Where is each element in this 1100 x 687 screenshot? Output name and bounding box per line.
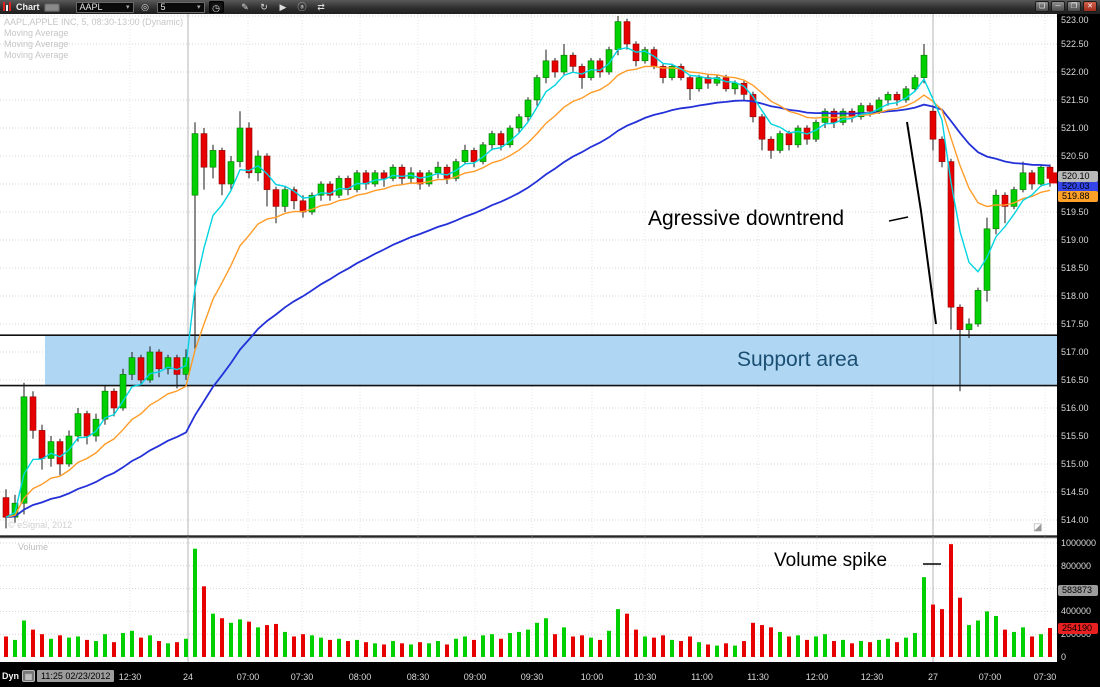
price-axis-label: 518.00 — [1061, 291, 1089, 301]
price-axis-label: 516.50 — [1061, 375, 1089, 385]
price-axis-label: 519.00 — [1061, 235, 1089, 245]
time-axis[interactable]: Dyn ▦ 11:25 02/23/2012 12:30 24 07:00 07:30… — [0, 662, 1057, 687]
volume-axis-label: 0 — [1061, 652, 1067, 662]
symbol-lookup-icon[interactable]: ◎ — [141, 2, 149, 12]
price-badge: 519.88 — [1058, 191, 1098, 202]
price-axis-label: 514.00 — [1061, 515, 1089, 525]
maximize-button[interactable]: ❐ — [1067, 1, 1081, 12]
time-axis-tick: 08:00 — [348, 672, 372, 682]
restore-button[interactable]: ❏ — [1035, 1, 1049, 12]
chevron-down-icon[interactable]: ▾ — [126, 4, 130, 11]
volume-badge: 583873 — [1058, 585, 1098, 597]
price-axis-label: 517.50 — [1061, 319, 1089, 329]
title-bar: Chart AAPL ▾ ◎ 5 ▾ ◷ ✎ ↻ ▶ ⓐ ⇄ ❏ ─ ❐ ✕ — [0, 0, 1100, 14]
volume-axis-label: 400000 — [1061, 606, 1092, 617]
interval-value: 5 — [160, 2, 166, 12]
app-icon — [2, 2, 12, 12]
volume-axis-label: 1000000 — [1061, 538, 1097, 548]
price-axis-label: 522.00 — [1061, 67, 1089, 77]
time-axis-tick: 08:30 — [406, 672, 430, 682]
play-icon[interactable]: ▶ — [279, 2, 287, 12]
minimize-button[interactable]: ─ — [1051, 1, 1065, 12]
price-axis-label: 515.50 — [1061, 431, 1089, 441]
symbol-value: AAPL — [79, 2, 103, 12]
title-badge-icon — [43, 2, 60, 12]
moving-average-line — [5, 99, 1051, 519]
price-axis-label: 523.00 — [1061, 15, 1089, 25]
volume-bars — [4, 544, 1052, 657]
interval-combobox[interactable]: 5 ▾ — [156, 1, 205, 13]
price-badge: 520.10 — [1058, 171, 1098, 182]
time-template-clock-icon[interactable]: ◷ — [208, 1, 224, 13]
time-axis-tick: 11:30 — [747, 672, 769, 682]
datetime-badge: 11:25 02/23/2012 — [37, 670, 115, 682]
downtrend-trendline[interactable] — [906, 121, 937, 325]
price-axis-label: 514.50 — [1061, 487, 1089, 497]
time-axis-tick: 12:30 — [860, 672, 884, 682]
price-axis-label: 516.00 — [1061, 403, 1089, 413]
price-axis-label: 518.50 — [1061, 263, 1089, 273]
dyn-button[interactable]: Dyn — [2, 671, 20, 681]
symbol-combobox[interactable]: AAPL ▾ — [75, 1, 134, 13]
last-price-marker — [1049, 172, 1057, 184]
time-axis-tick: 09:00 — [463, 672, 487, 682]
price-axis-label: 519.50 — [1061, 207, 1089, 217]
window-title: Chart — [16, 2, 40, 12]
price-axis-label: 521.50 — [1061, 95, 1089, 105]
price-axis-label: 522.50 — [1061, 39, 1089, 49]
price-axis-label: 520.50 — [1061, 151, 1089, 161]
moving-average-line — [5, 46, 1051, 518]
time-axis-tick: 07:00 — [978, 672, 1002, 682]
time-axis-tick: 27 — [927, 672, 939, 682]
time-axis-tick: 11:00 — [691, 672, 713, 682]
time-axis-tick: 10:00 — [580, 672, 604, 682]
price-badge: 520.03 — [1058, 181, 1098, 192]
volume-axis-label: 800000 — [1061, 560, 1092, 571]
close-button[interactable]: ✕ — [1083, 1, 1097, 12]
pencil-draw-icon[interactable]: ✎ — [241, 2, 249, 12]
support-band — [45, 335, 1057, 386]
time-axis-tick: 24 — [182, 672, 194, 682]
chart-canvas[interactable] — [0, 14, 1057, 662]
time-axis-tick: 07:30 — [290, 672, 314, 682]
time-axis-tick: 10:30 — [633, 672, 657, 682]
price-axis-label: 517.00 — [1061, 347, 1089, 357]
price-axis-label: 515.00 — [1061, 459, 1089, 469]
refresh-icon[interactable]: ↻ — [260, 2, 268, 12]
moving-average-line — [5, 65, 1051, 518]
chevron-down-icon[interactable]: ▾ — [197, 4, 201, 11]
time-axis-tick: 12:30 — [118, 672, 142, 682]
compare-arrows-icon[interactable]: ⇄ — [317, 2, 325, 12]
time-axis-tick: 07:00 — [236, 672, 260, 682]
time-axis-tick: 12:00 — [805, 672, 829, 682]
price-axis-label: 521.00 — [1061, 123, 1089, 133]
time-axis-tick: 07:30 — [1033, 672, 1057, 682]
auto-scale-icon[interactable]: ⓐ — [297, 2, 307, 12]
calendar-icon[interactable]: ▦ — [22, 670, 35, 682]
time-axis-tick: 09:30 — [520, 672, 544, 682]
volume-axis-label: 200000 — [1061, 629, 1092, 640]
price-axis[interactable]: 523.00 522.50 522.00 521.50 521.00 520.50 519.… — [1057, 14, 1100, 687]
volume-badge: 254190 — [1058, 623, 1098, 635]
